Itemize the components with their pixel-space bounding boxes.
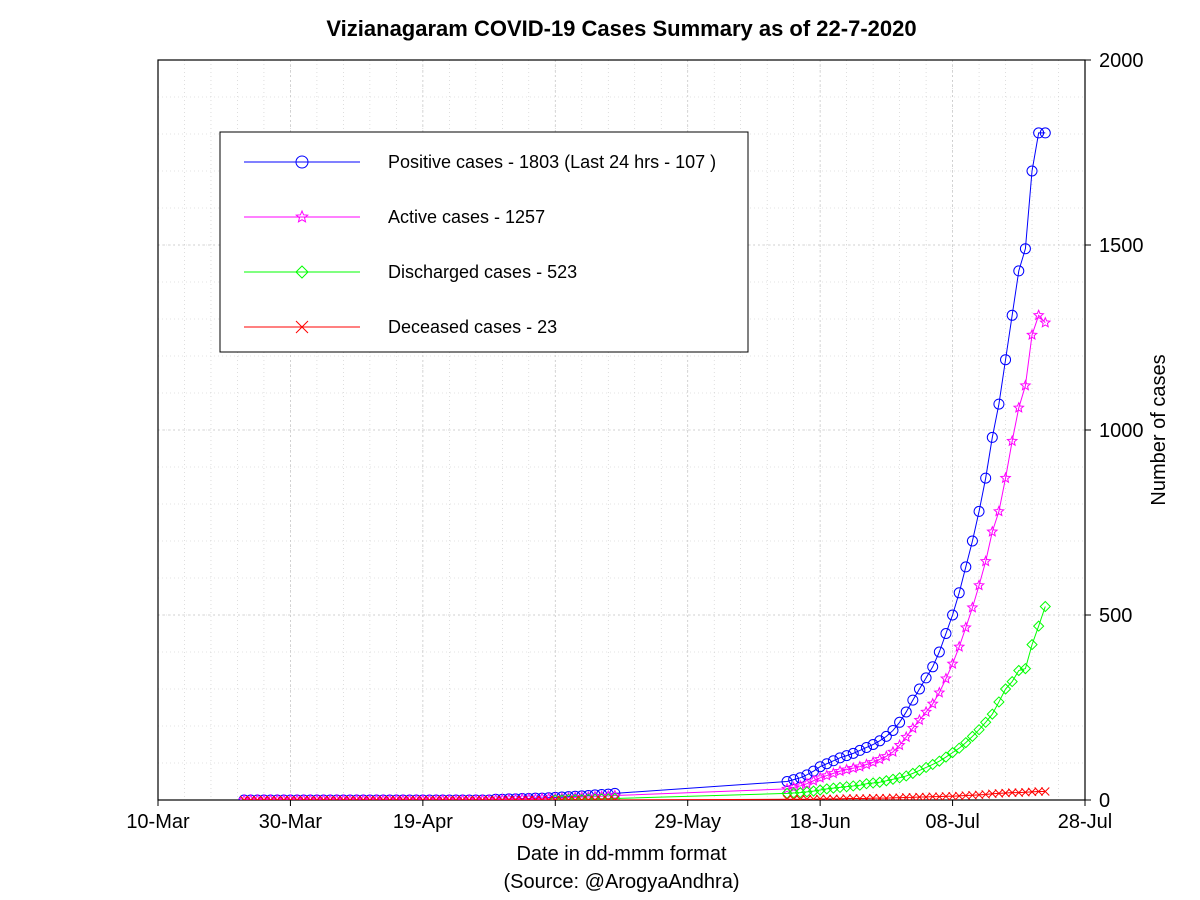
ytick-label: 1500	[1099, 235, 1144, 257]
xtick-label: 30-Mar	[259, 811, 323, 833]
chart-svg: Vizianagaram COVID-19 Cases Summary as o…	[0, 0, 1200, 900]
xtick-label: 18-Jun	[790, 811, 851, 833]
xtick-label: 09-May	[522, 811, 589, 833]
ytick-label: 500	[1099, 605, 1132, 627]
legend-label-deceased: Deceased cases - 23	[388, 317, 557, 337]
ytick-label: 2000	[1099, 50, 1144, 72]
legend-label-active: Active cases - 1257	[388, 207, 545, 227]
legend-label-discharged: Discharged cases - 523	[388, 262, 577, 282]
x-axis-label-1: Date in dd-mmm format	[516, 843, 726, 865]
y-axis-label: Number of cases	[1148, 354, 1170, 505]
legend: Positive cases - 1803 (Last 24 hrs - 107…	[220, 132, 748, 352]
ytick-label: 1000	[1099, 420, 1144, 442]
xtick-label: 29-May	[654, 811, 721, 833]
chart-container: Vizianagaram COVID-19 Cases Summary as o…	[0, 0, 1200, 900]
chart-title: Vizianagaram COVID-19 Cases Summary as o…	[326, 16, 916, 41]
xtick-label: 10-Mar	[126, 811, 190, 833]
xtick-label: 08-Jul	[925, 811, 979, 833]
ytick-label: 0	[1099, 790, 1110, 812]
x-axis-label-2: (Source: @ArogyaAndhra)	[504, 871, 740, 893]
legend-label-positive: Positive cases - 1803 (Last 24 hrs - 107…	[388, 152, 716, 172]
xtick-label: 28-Jul	[1058, 811, 1112, 833]
xtick-label: 19-Apr	[393, 811, 453, 833]
